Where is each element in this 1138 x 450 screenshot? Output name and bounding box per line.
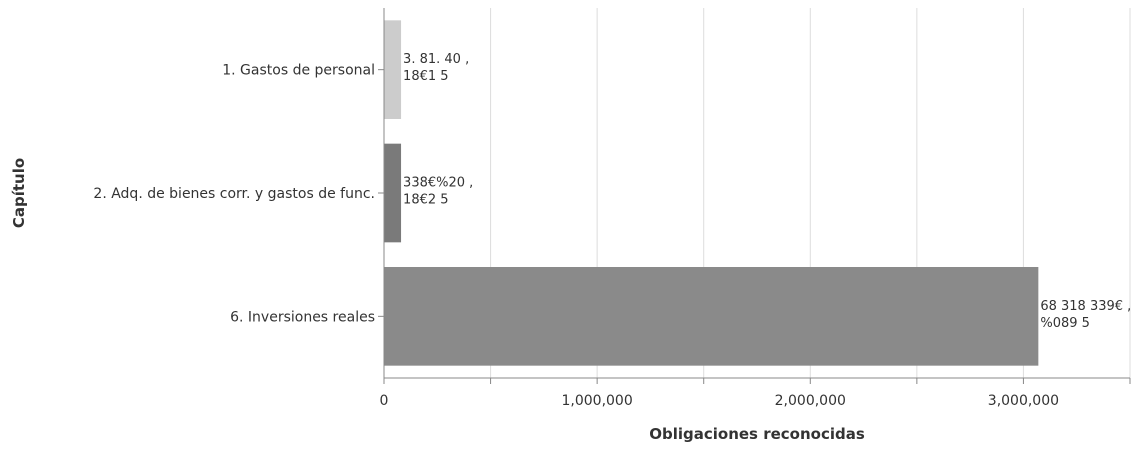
x-tick-label: 1,000,000 — [562, 393, 633, 409]
grid-lines — [490, 8, 1131, 378]
data-label: %089 5 — [1040, 316, 1090, 331]
data-label: 18€2 5 — [403, 193, 449, 208]
y-tick-label: 2. Adq. de bienes corr. y gastos de func… — [93, 186, 375, 202]
data-label: 3. 81. 40 , — [403, 52, 469, 67]
data-labels: 3. 81. 40 , 18€1 5 338€%20 , 18€2 5 68 318 3… — [403, 52, 1131, 331]
bar — [384, 267, 1039, 366]
x-tick-label: 0 — [380, 393, 389, 409]
y-axis: 1. Gastos de personal 2. Adq. de bienes c… — [93, 8, 385, 378]
data-label: 338€%20 , — [403, 176, 473, 191]
y-tick-label: 6. Inversiones reales — [230, 309, 375, 325]
data-label: 18€1 5 — [403, 69, 449, 84]
y-axis-title: Capítulo — [10, 158, 28, 228]
bar — [384, 20, 402, 119]
x-tick-label: 3,000,000 — [988, 393, 1059, 409]
bar — [384, 143, 402, 243]
bars — [384, 20, 1039, 366]
data-label: 68 318 339€ , — [1040, 299, 1131, 314]
x-axis: 0 1,000,000 2,000,000 3,000,000 — [380, 377, 1131, 409]
x-axis-title: Obligaciones reconocidas — [649, 425, 865, 443]
x-tick-label: 2,000,000 — [775, 393, 846, 409]
y-tick-label: 1. Gastos de personal — [222, 63, 375, 79]
